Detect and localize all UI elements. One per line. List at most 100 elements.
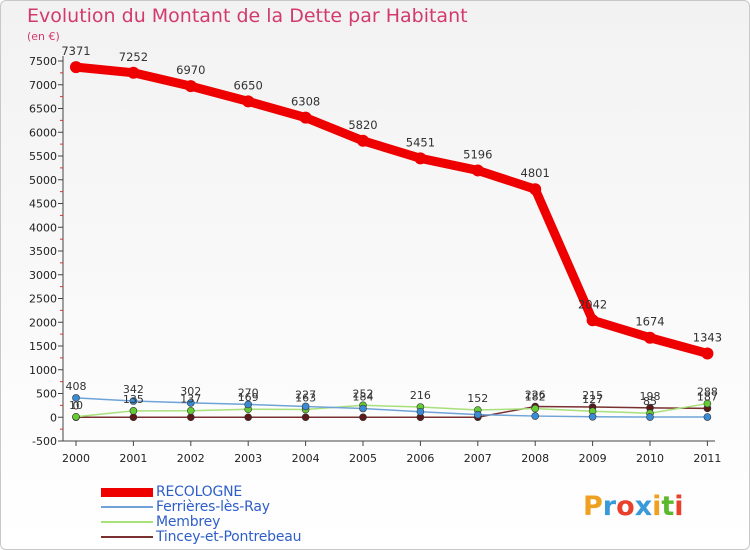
data-label-2: 127: [582, 393, 603, 406]
legend-label-ferrieres: Ferrières-lès-Ray: [156, 499, 270, 515]
data-label-0: 1674: [635, 315, 664, 329]
logo-letter: r: [602, 491, 617, 522]
x-tick-label: 2011: [693, 452, 721, 465]
x-tick-label: 2002: [177, 452, 205, 465]
proxiti-logo: Proxiti: [583, 491, 684, 522]
x-tick-label: 2001: [119, 452, 147, 465]
legend-label-recologne: RECOLOGNE: [156, 484, 243, 500]
series-layer: [70, 61, 714, 422]
data-label-3: 187: [697, 390, 718, 403]
y-tick-label: 2000: [29, 316, 57, 329]
data-label-0: 6970: [176, 63, 205, 77]
legend-swatch-ferrieres: [101, 506, 153, 508]
legend-swatch-tincey: [101, 536, 153, 538]
y-tick-label: 6500: [29, 103, 57, 116]
data-label-0: 7252: [119, 50, 148, 64]
series-point-3: [129, 413, 138, 422]
series-point-1: [646, 413, 654, 421]
series-point-1: [416, 407, 425, 416]
data-label-0: 4801: [521, 166, 550, 180]
data-label-3: 226: [525, 389, 546, 402]
series-point-2: [129, 407, 138, 415]
data-label-0: 2042: [578, 297, 607, 311]
y-tick-label: 6000: [29, 126, 57, 139]
series-line-2: [75, 402, 709, 418]
data-label-2: 10: [69, 399, 83, 412]
y-tick-label: 1500: [29, 340, 57, 353]
y-tick-label: 7000: [29, 79, 57, 92]
x-tick-label: 2008: [521, 452, 549, 465]
chart-unit-label: (en €): [27, 30, 60, 43]
data-label-1: 270: [238, 386, 259, 399]
x-tick-label: 2003: [234, 452, 262, 465]
data-label-2: 182: [525, 391, 546, 404]
series-point-1: [301, 402, 310, 411]
series-point-0: [70, 61, 82, 74]
series-point-1: [244, 400, 252, 409]
data-label-0: 5820: [348, 118, 377, 132]
data-label-2: 135: [123, 393, 144, 406]
data-label-0: 6308: [291, 95, 320, 109]
y-tick-label: 7500: [29, 55, 57, 68]
y-tick-label: 1000: [29, 364, 57, 377]
data-label-1: 342: [123, 383, 144, 396]
data-label-2: 85: [643, 395, 657, 408]
data-label-2: 288: [697, 386, 718, 399]
data-label-1: 227: [295, 388, 316, 401]
x-tick-label: 2000: [62, 452, 90, 465]
logo-letter: o: [616, 491, 635, 522]
data-label-2: 252: [353, 387, 374, 400]
x-tick-label: 2009: [579, 452, 607, 465]
series-point-0: [701, 347, 714, 360]
logo-letter: x: [634, 491, 653, 522]
data-label-0: 1343: [693, 330, 722, 344]
data-label-3: 0: [73, 399, 80, 412]
x-tick-label: 2007: [464, 452, 492, 465]
y-tick-label: 5000: [29, 174, 57, 187]
series-point-0: [184, 80, 197, 93]
chart-title: Evolution du Montant de la Dette par Hab…: [27, 5, 468, 27]
data-label-3: 215: [582, 389, 603, 402]
data-label-3: 198: [640, 390, 661, 403]
data-label-2: 163: [295, 392, 316, 405]
series-point-1: [473, 410, 482, 419]
series-point-2: [187, 406, 195, 415]
series-point-1: [187, 399, 195, 407]
series-point-1: [359, 404, 367, 413]
series-point-0: [414, 152, 427, 165]
series-point-1: [703, 413, 712, 421]
series-point-1: [588, 412, 597, 421]
y-tick-label: 2500: [29, 293, 57, 306]
y-tick-label: 5500: [29, 150, 57, 163]
series-point-0: [529, 183, 542, 196]
data-label-0: 7371: [61, 44, 90, 58]
data-label-1: 408: [66, 380, 87, 393]
legend-swatch-recologne: [101, 488, 153, 497]
logo-letter: t: [661, 491, 675, 522]
data-labels: 0 226 215 198 187 10 135 137 169 163 252 216 152 182 1…: [61, 44, 722, 412]
legend-swatch-membrey: [101, 521, 153, 523]
logo-letter: P: [583, 491, 603, 522]
data-label-0: 5196: [463, 147, 492, 161]
x-tick-label: 2004: [292, 452, 320, 465]
logo-letter: i: [674, 491, 684, 522]
series-point-1: [129, 397, 138, 405]
axes: -500 0 500 1000 1500 2000 2500 3000 3500 4000 4500…: [29, 55, 721, 465]
y-tick-label: -500: [32, 435, 57, 448]
series-point-0: [586, 314, 599, 327]
series-point-3: [244, 413, 252, 422]
logo-letter: i: [652, 491, 662, 522]
series-point-0: [127, 66, 140, 79]
y-tick-label: 0: [50, 411, 57, 424]
legend-label-tincey: Tincey-et-Pontrebeau: [156, 529, 302, 545]
legend-label-membrey: Membrey: [156, 514, 221, 530]
series-line-0: [71, 62, 712, 358]
data-label-1: 302: [180, 385, 201, 398]
data-label-0: 5451: [406, 135, 435, 149]
y-tick-label: 4500: [29, 198, 57, 211]
series-point-2: [703, 399, 712, 408]
series-point-1: [72, 394, 80, 402]
series-point-3: [359, 413, 367, 422]
